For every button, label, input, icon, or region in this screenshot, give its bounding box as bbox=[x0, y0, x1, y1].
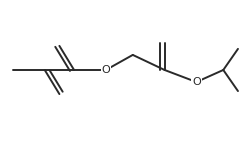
Text: O: O bbox=[192, 77, 201, 87]
Text: O: O bbox=[102, 65, 110, 75]
